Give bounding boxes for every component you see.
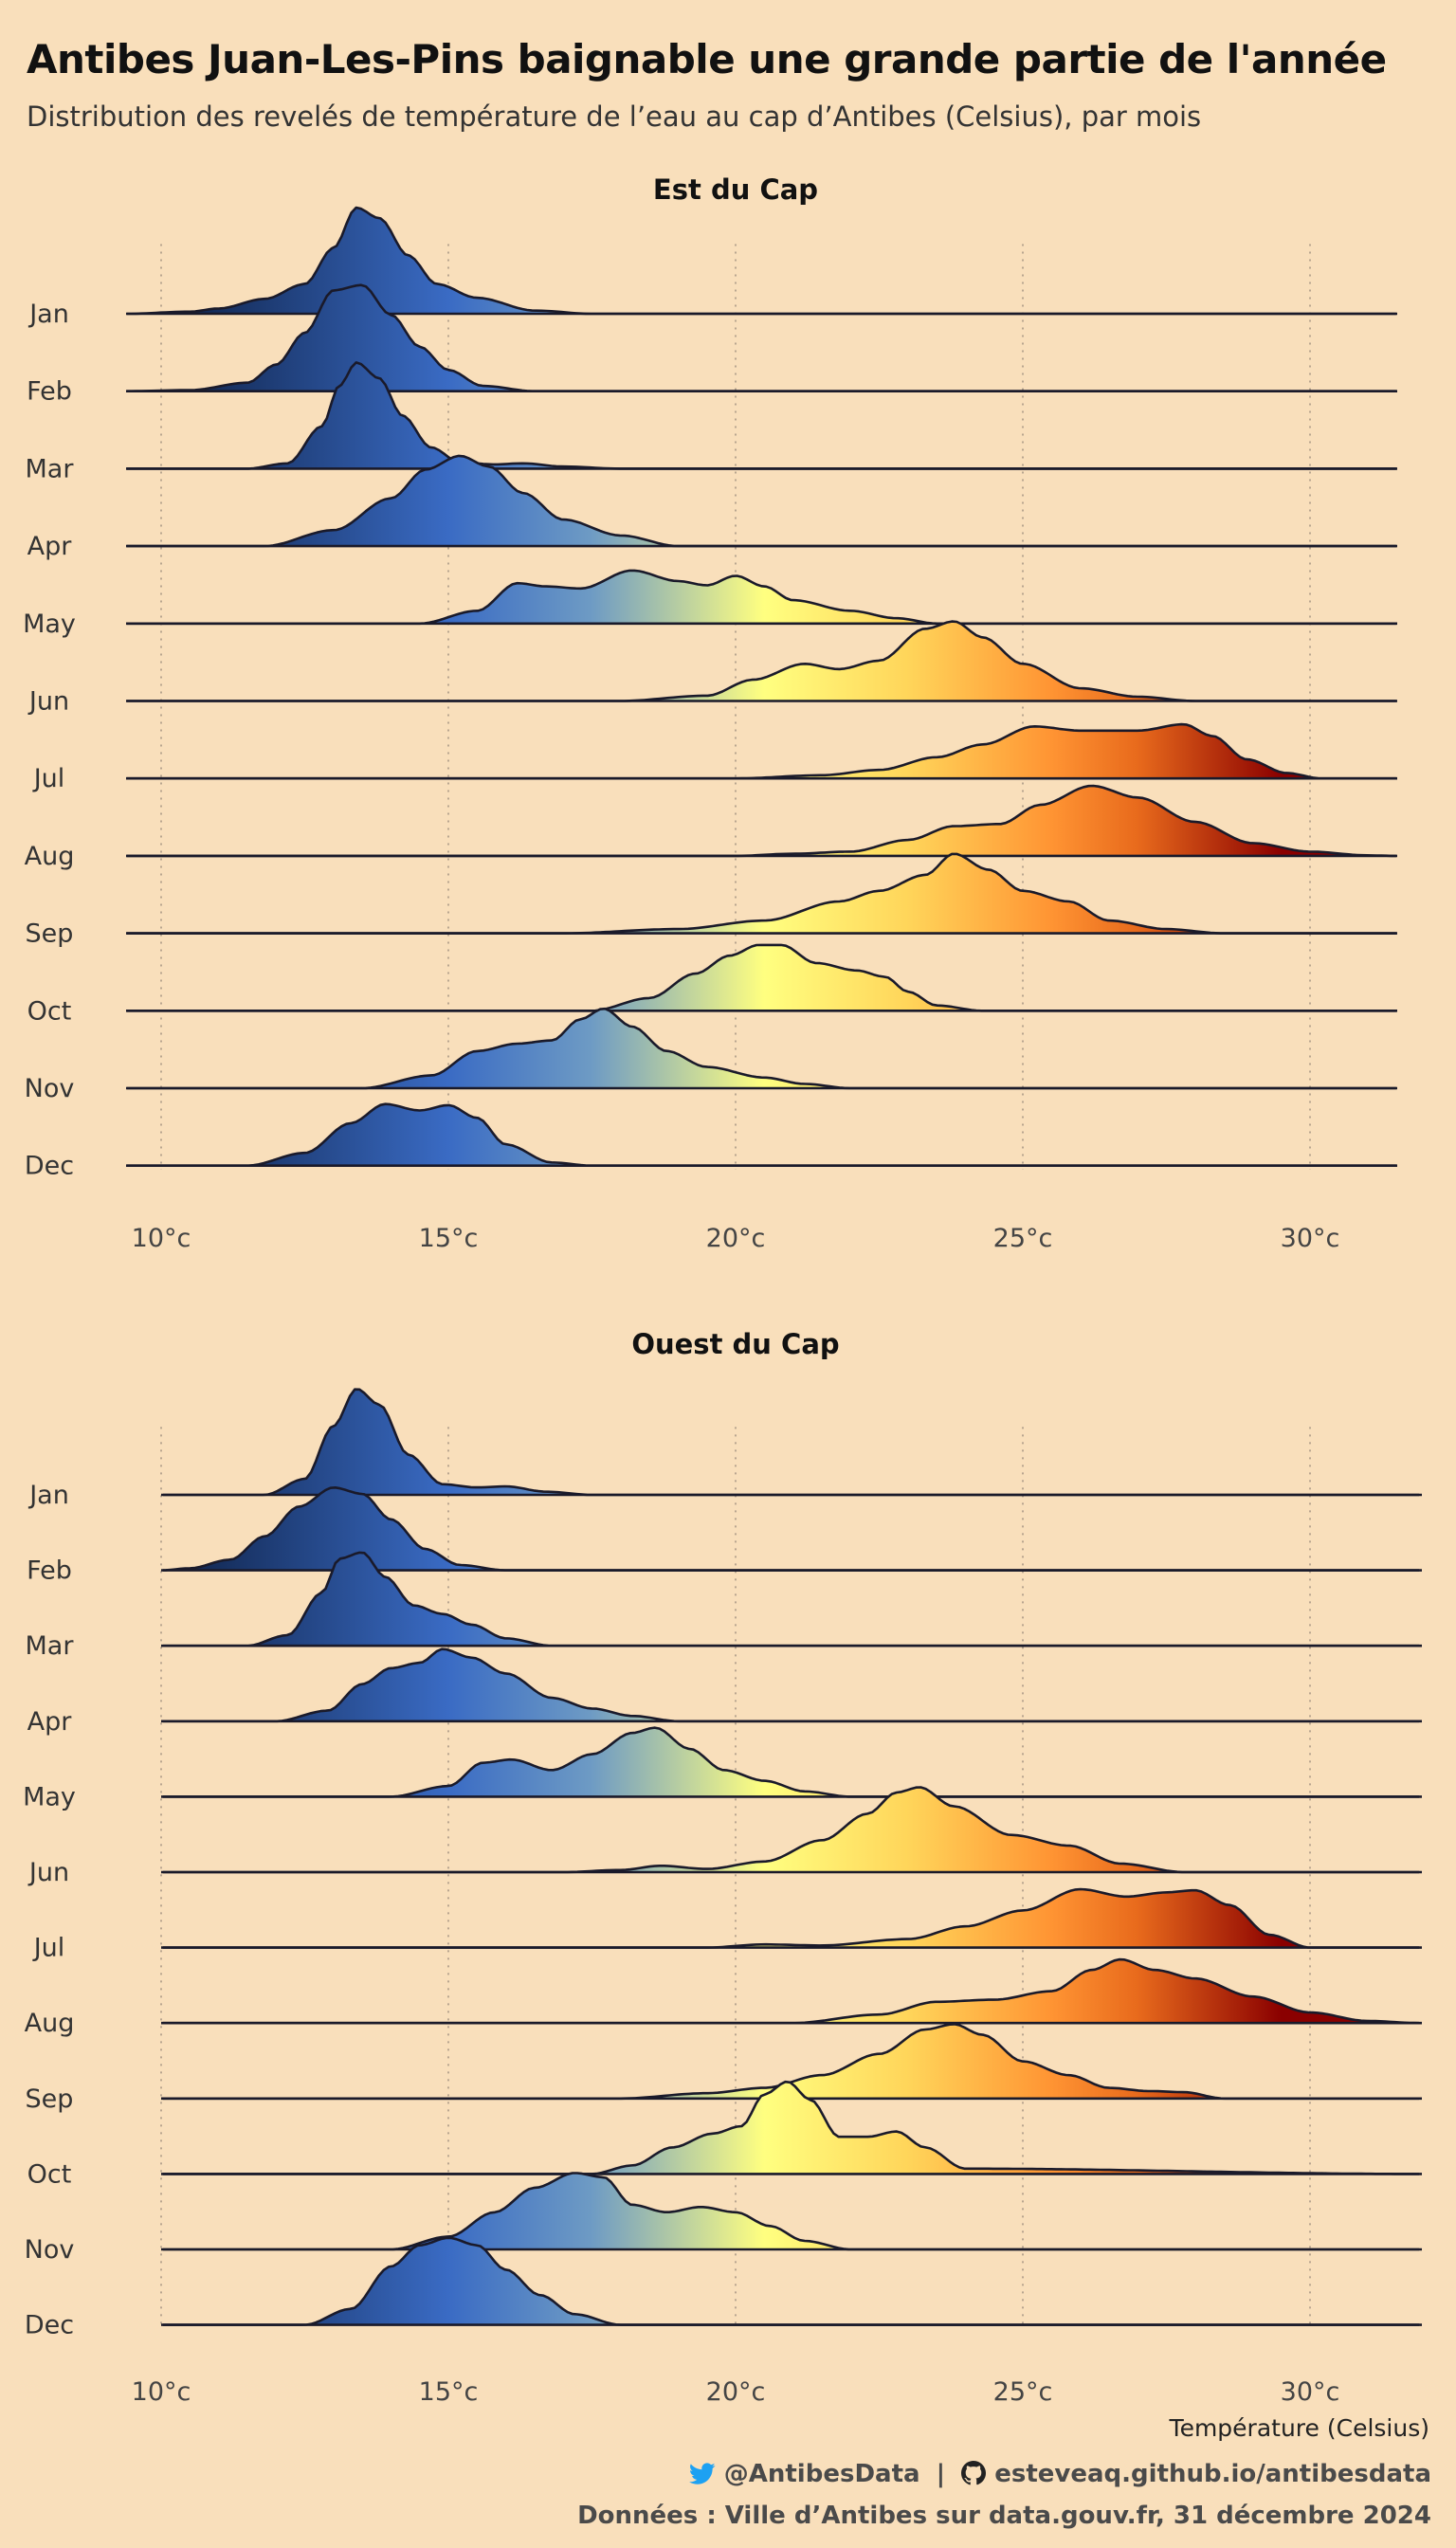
ridge-fill-jul xyxy=(126,724,1396,779)
ridge-fill-aug xyxy=(126,786,1396,856)
x-tick-label: 15°c xyxy=(419,1224,479,1253)
footer: @AntibesData | esteveaq.github.io/antibe… xyxy=(577,2455,1431,2535)
month-label: Sep xyxy=(26,919,74,949)
ridge-fill-aug xyxy=(161,1959,1420,2024)
month-label: Jun xyxy=(27,687,69,717)
panel-est-du-cap: Est du Cap 10°c 15°c 20°c 25°c 30°c Jan Feb Mar A… xyxy=(23,173,1397,1253)
ridge-fill-apr xyxy=(161,1648,1420,1721)
month-label: Sep xyxy=(26,2084,74,2114)
x-tick-label: 20°c xyxy=(706,1224,766,1253)
x-tick-label: 25°c xyxy=(993,1224,1053,1253)
ridge-fill-apr xyxy=(126,455,1396,547)
month-label: Oct xyxy=(27,996,72,1026)
github-url[interactable]: esteveaq.github.io/antibesdata xyxy=(994,2460,1431,2488)
ridge-outline-sep xyxy=(126,852,1396,935)
month-label: Jun xyxy=(27,1858,69,1887)
panel-ouest-du-cap: Ouest du Cap 10°c 15°c 20°c 25°c 30°c Jan Feb Ma… xyxy=(23,1328,1429,2442)
footer-separator: | xyxy=(936,2460,946,2488)
month-label: Nov xyxy=(25,1074,75,1103)
x-tick-label: 10°c xyxy=(132,1224,191,1253)
panel-title: Ouest du Cap xyxy=(631,1328,839,1360)
month-label: Mar xyxy=(26,454,75,483)
month-label: Jan xyxy=(27,1481,69,1510)
month-label: Aug xyxy=(25,842,75,871)
x-tick-label: 15°c xyxy=(419,2377,479,2407)
panel-title: Est du Cap xyxy=(653,173,818,206)
x-tick-label: 30°c xyxy=(1281,1224,1340,1253)
twitter-handle[interactable]: @AntibesData xyxy=(723,2460,920,2488)
ridge-fill-jan xyxy=(161,1389,1420,1495)
twitter-bird-icon xyxy=(688,2459,716,2497)
month-label: Apr xyxy=(27,1707,73,1737)
ridge-fill-jun xyxy=(161,1787,1420,1872)
ridge-fill-oct xyxy=(161,2082,1420,2175)
ridge-outline-nov xyxy=(126,1007,1396,1090)
month-label: Nov xyxy=(25,2235,75,2265)
ridge-fill-may xyxy=(161,1727,1420,1797)
x-tick-label: 30°c xyxy=(1281,2377,1340,2407)
x-tick-label: 10°c xyxy=(132,2377,191,2407)
ridge-fill-mar xyxy=(161,1552,1420,1647)
ridge-fill-dec xyxy=(161,2237,1420,2325)
month-label: Jul xyxy=(32,764,65,793)
x-tick-label: 25°c xyxy=(993,2377,1053,2407)
month-label: Feb xyxy=(27,1556,72,1586)
month-label: Oct xyxy=(27,2159,72,2189)
month-label: Apr xyxy=(27,532,73,561)
x-axis-label: Température (Celsius) xyxy=(1169,2414,1429,2442)
ridge-fill-jul xyxy=(161,1889,1420,1948)
data-source: Données : Ville d’Antibes sur data.gouv.… xyxy=(577,2502,1431,2530)
month-label: Dec xyxy=(25,1152,74,1181)
ridge-fill-jun xyxy=(126,621,1396,701)
month-label: Aug xyxy=(25,2009,75,2038)
x-tick-label: 20°c xyxy=(706,2377,766,2407)
ridge-fill-feb xyxy=(161,1487,1420,1571)
month-label: May xyxy=(23,1782,76,1811)
ridge-fill-sep xyxy=(126,853,1396,934)
month-label: May xyxy=(23,610,76,639)
ridge-fill-dec xyxy=(126,1103,1396,1166)
chart-subtitle: Distribution des revelés de température … xyxy=(27,100,1202,133)
footer-credits-line: @AntibesData | esteveaq.github.io/antibe… xyxy=(577,2455,1431,2497)
month-label: Jan xyxy=(27,300,69,329)
month-label: Dec xyxy=(25,2311,74,2340)
ridge-outline-may xyxy=(161,1726,1420,1798)
github-octocat-icon xyxy=(961,2459,987,2497)
ridge-fill-nov xyxy=(161,2173,1420,2249)
month-label: Feb xyxy=(27,377,72,407)
month-label: Jul xyxy=(32,1934,65,1963)
ridge-fill-oct xyxy=(126,944,1396,1011)
month-label: Mar xyxy=(26,1631,75,1661)
ridge-fill-may xyxy=(126,570,1396,624)
chart-title: Antibes Juan-Les-Pins baignable une gran… xyxy=(27,36,1387,82)
ridge-fill-mar xyxy=(126,362,1396,469)
ridge-fill-jan xyxy=(126,208,1396,314)
